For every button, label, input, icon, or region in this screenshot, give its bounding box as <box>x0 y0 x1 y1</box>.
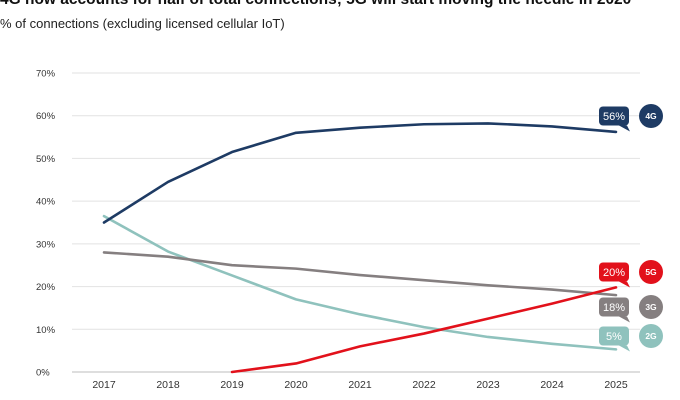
x-tick-label: 2021 <box>348 379 372 391</box>
x-tick-label: 2024 <box>540 379 564 391</box>
series-badge <box>639 324 663 348</box>
x-tick-label: 2023 <box>476 379 500 391</box>
end-value-label: 5% <box>606 331 622 343</box>
y-tick-label: 20% <box>36 282 56 293</box>
callout-pointer <box>619 281 630 288</box>
x-tick-label: 2025 <box>604 379 628 391</box>
y-tick-label: 50% <box>36 154 56 165</box>
end-value-callout <box>599 106 629 126</box>
series-badge <box>639 104 663 128</box>
y-tick-label: 70% <box>36 69 56 80</box>
chart-title: 4G now accounts for half of total connec… <box>0 0 631 9</box>
x-tick-label: 2018 <box>156 379 180 391</box>
x-tick-label: 2017 <box>92 379 116 391</box>
y-tick-label: 40% <box>36 197 56 208</box>
series-badge <box>639 295 663 319</box>
y-tick-label: 60% <box>36 111 56 122</box>
series-line-4g <box>102 122 618 224</box>
callout-pointer <box>619 125 630 132</box>
callout-pointer <box>619 316 630 323</box>
series-badge-label: 4G <box>645 111 657 121</box>
end-value-callout <box>599 326 629 346</box>
end-value-label: 20% <box>603 267 625 279</box>
x-tick-label: 2019 <box>220 379 244 391</box>
end-value-label: 18% <box>603 302 625 314</box>
series-badge-label: 5G <box>645 267 657 277</box>
series-line-3g <box>102 251 618 297</box>
series-line-5g <box>230 286 618 374</box>
y-tick-label: 10% <box>36 325 56 336</box>
y-tick-label: 0% <box>36 368 50 379</box>
series-badge <box>639 260 663 284</box>
end-value-callout <box>599 297 629 317</box>
x-tick-label: 2020 <box>284 379 308 391</box>
callout-pointer <box>619 345 630 352</box>
series-badge-label: 2G <box>645 331 657 341</box>
end-value-label: 56% <box>603 111 625 123</box>
chart-subtitle: % of connections (excluding licensed cel… <box>0 16 285 31</box>
y-tick-label: 30% <box>36 239 56 250</box>
end-value-callout <box>599 262 629 282</box>
series-badge-label: 3G <box>645 302 657 312</box>
x-tick-label: 2022 <box>412 379 436 391</box>
